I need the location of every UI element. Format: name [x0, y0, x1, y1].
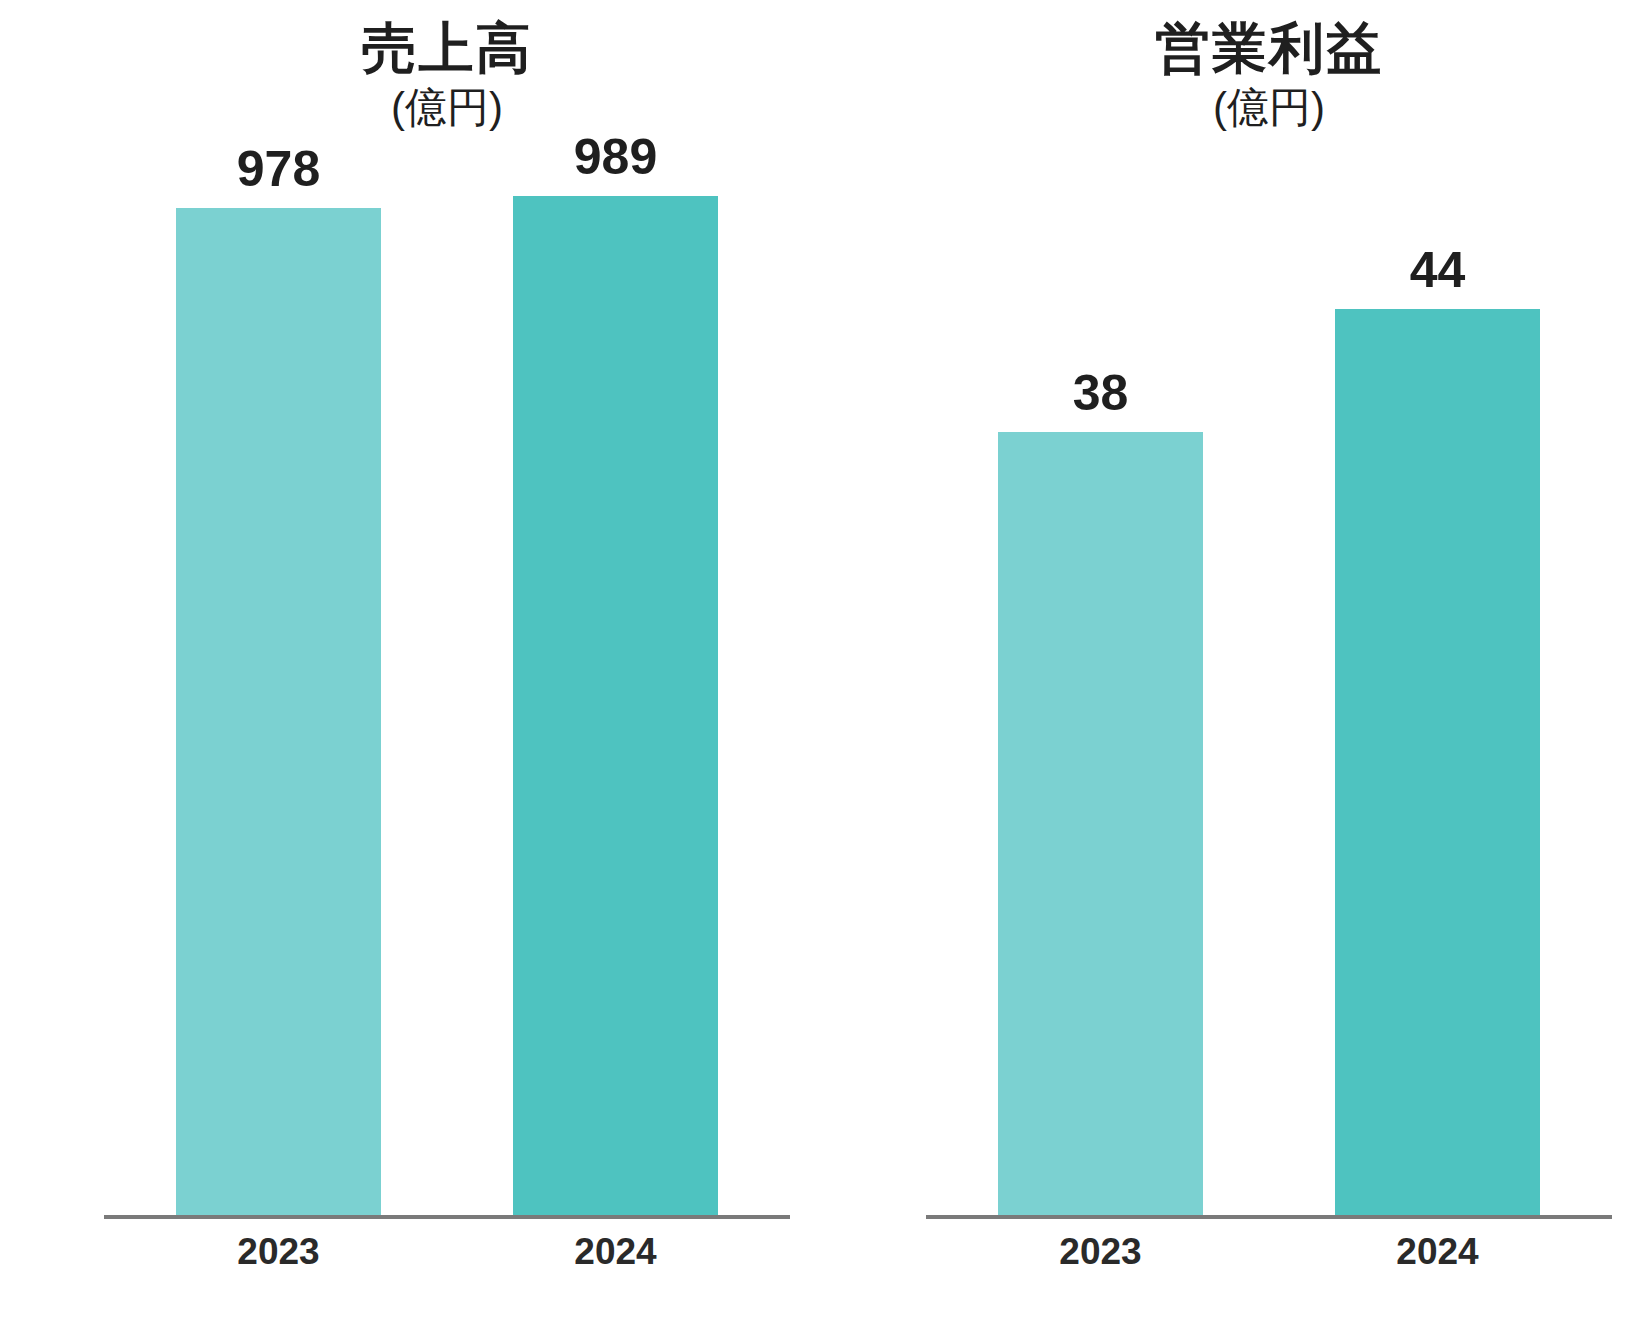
- plot-area: 38 44: [926, 185, 1612, 1219]
- revenue-chart: 売上高 (億円) 978 989 2023 2024: [104, 0, 790, 1320]
- chart-title: 営業利益: [926, 12, 1612, 86]
- bar-2023: 978: [176, 208, 381, 1215]
- bar-2024: 989: [513, 196, 718, 1215]
- x-axis-tick-label: 2023: [998, 1231, 1203, 1273]
- operating-profit-chart: 営業利益 (億円) 38 44 2023 2024: [926, 0, 1612, 1320]
- chart-title: 売上高: [104, 12, 790, 86]
- plot-area: 978 989: [104, 185, 790, 1219]
- bar-value-label: 978: [176, 140, 381, 198]
- dual-bar-chart-figure: 売上高 (億円) 978 989 2023 2024 営業利益 (億円) 38 …: [0, 0, 1648, 1320]
- chart-unit-label: (億円): [926, 80, 1612, 136]
- bar-value-label: 989: [513, 128, 718, 186]
- bar-2023: 38: [998, 432, 1203, 1215]
- x-axis-tick-label: 2024: [1335, 1231, 1540, 1273]
- bar-value-label: 44: [1335, 241, 1540, 299]
- x-axis-tick-label: 2023: [176, 1231, 381, 1273]
- bar-value-label: 38: [998, 364, 1203, 422]
- bar-2024: 44: [1335, 309, 1540, 1215]
- x-axis: 2023 2024: [926, 1231, 1612, 1273]
- x-axis-tick-label: 2024: [513, 1231, 718, 1273]
- x-axis: 2023 2024: [104, 1231, 790, 1273]
